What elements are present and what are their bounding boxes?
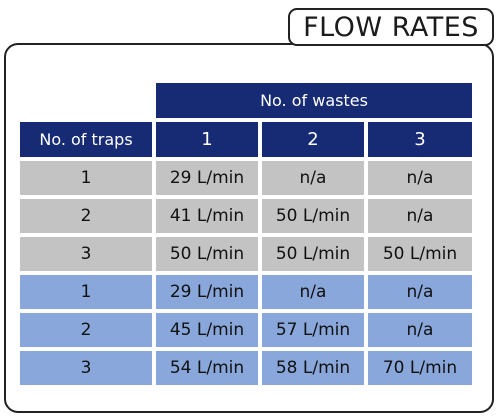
flow-cell: n/a — [258, 161, 364, 195]
table-super-header-row: No. of wastes — [20, 83, 472, 118]
table-row: 2 41 L/min 50 L/min n/a — [20, 199, 472, 233]
wastes-super-header: No. of wastes — [152, 83, 472, 118]
flow-cell: 54 L/min — [152, 351, 258, 385]
flow-cell: 45 L/min — [152, 313, 258, 347]
flow-cell: 50 L/min — [258, 237, 364, 271]
flow-cell: n/a — [258, 275, 364, 309]
table-row: 3 50 L/min 50 L/min 50 L/min — [20, 237, 472, 271]
traps-cell: 2 — [20, 313, 152, 347]
flow-cell: 57 L/min — [258, 313, 364, 347]
page-title: FLOW RATES — [288, 8, 494, 46]
flow-cell: n/a — [364, 161, 472, 195]
flow-cell: 50 L/min — [258, 199, 364, 233]
table-row: 3 54 L/min 58 L/min 70 L/min — [20, 351, 472, 385]
flow-cell: n/a — [364, 199, 472, 233]
table-row: 1 29 L/min n/a n/a — [20, 275, 472, 309]
traps-cell: 2 — [20, 199, 152, 233]
traps-column-header: No. of traps — [20, 122, 152, 157]
flow-cell: 50 L/min — [364, 237, 472, 271]
flow-cell: n/a — [364, 275, 472, 309]
traps-cell: 1 — [20, 275, 152, 309]
empty-corner-cell — [20, 83, 152, 118]
traps-cell: 1 — [20, 161, 152, 195]
traps-cell: 3 — [20, 351, 152, 385]
column-header-3: 3 — [364, 122, 472, 157]
flow-cell: 50 L/min — [152, 237, 258, 271]
flow-cell: 41 L/min — [152, 199, 258, 233]
column-header-1: 1 — [152, 122, 258, 157]
table-row: 2 45 L/min 57 L/min n/a — [20, 313, 472, 347]
column-header-2: 2 — [258, 122, 364, 157]
table-header-row: No. of traps 1 2 3 — [20, 122, 472, 157]
traps-cell: 3 — [20, 237, 152, 271]
flow-rates-table: No. of wastes No. of traps 1 2 3 1 29 L/… — [20, 83, 472, 389]
flow-cell: 29 L/min — [152, 161, 258, 195]
table-row: 1 29 L/min n/a n/a — [20, 161, 472, 195]
flow-cell: 58 L/min — [258, 351, 364, 385]
flow-cell: 70 L/min — [364, 351, 472, 385]
flow-cell: 29 L/min — [152, 275, 258, 309]
flow-cell: n/a — [364, 313, 472, 347]
